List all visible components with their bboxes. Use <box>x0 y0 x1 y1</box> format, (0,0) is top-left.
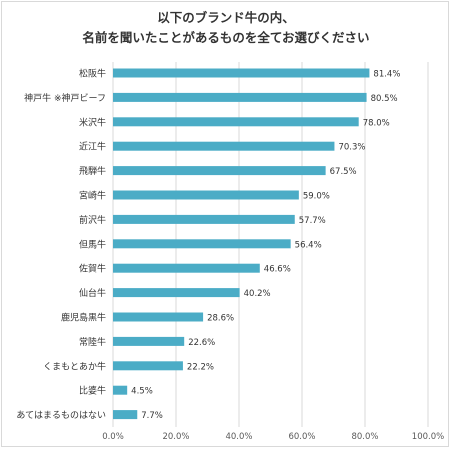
category-label: 飛騨牛 <box>79 165 106 177</box>
bar <box>113 288 240 298</box>
value-label: 80.5% <box>371 94 398 104</box>
value-labels: 81.4% 80.5% 78.0% 70.3% 67.5% 59.0% 57.7% 56.4%… <box>131 70 400 422</box>
category-label: あてはまるものはない <box>16 410 106 421</box>
bar <box>113 166 326 176</box>
category-label: 米沢牛 <box>79 116 106 128</box>
bar <box>113 410 138 420</box>
x-tick-label: 20.0% <box>162 432 189 442</box>
x-tick-label: 60.0% <box>288 432 315 442</box>
value-label: 7.7% <box>141 411 163 421</box>
value-label: 57.7% <box>299 216 326 226</box>
category-label: 宮崎牛 <box>79 190 106 202</box>
category-label: 比婆牛 <box>79 385 106 397</box>
bar <box>113 190 299 200</box>
value-label: 46.6% <box>264 265 291 275</box>
chart-title: 以下のブランド牛の内、 名前を聞いたことがあるものを全てお選びください <box>0 8 452 48</box>
value-label: 67.5% <box>330 167 357 177</box>
chart-title-line-2: 名前を聞いたことがあるものを全てお選びください <box>82 30 370 45</box>
bar <box>113 239 291 249</box>
category-label: 前沢牛 <box>79 214 106 226</box>
x-tick-label: 100.0% <box>412 432 444 442</box>
category-label: くまもとあか牛 <box>43 360 106 372</box>
bar <box>113 312 204 322</box>
value-label: 70.3% <box>338 143 365 153</box>
bar <box>113 336 185 346</box>
category-label: 仙台牛 <box>79 287 106 299</box>
x-tick-label: 80.0% <box>351 432 378 442</box>
value-label: 28.6% <box>207 314 234 324</box>
category-label: 神戸牛 ※神戸ビーフ <box>24 92 106 104</box>
category-label: 但馬牛 <box>79 238 106 250</box>
category-label: 鹿児島黒牛 <box>61 312 106 324</box>
bar <box>113 385 128 395</box>
value-label: 81.4% <box>373 70 400 80</box>
category-label: 近江牛 <box>79 141 106 153</box>
value-label: 4.5% <box>131 387 153 397</box>
x-tick-label: 0.0% <box>102 432 124 442</box>
value-label: 59.0% <box>303 192 330 202</box>
bar <box>113 68 370 78</box>
chart-title-line-1: 以下のブランド牛の内、 <box>157 10 295 25</box>
x-tick-label: 40.0% <box>225 432 252 442</box>
category-label: 松阪牛 <box>79 68 106 80</box>
category-label: 佐賀牛 <box>79 263 106 275</box>
x-tick-labels: 0.0% 20.0% 40.0% 60.0% 80.0% 100.0% <box>102 432 444 442</box>
value-label: 40.2% <box>244 289 271 299</box>
bar <box>113 263 260 273</box>
bar <box>113 141 335 151</box>
bar <box>113 92 367 102</box>
category-label: 常陸牛 <box>79 336 106 348</box>
value-label: 78.0% <box>363 118 390 128</box>
bar <box>113 214 295 224</box>
bar <box>113 361 183 371</box>
value-label: 56.4% <box>295 240 322 250</box>
value-label: 22.2% <box>187 362 214 372</box>
value-label: 22.6% <box>188 338 215 348</box>
bar <box>113 117 359 127</box>
bars <box>113 68 370 420</box>
